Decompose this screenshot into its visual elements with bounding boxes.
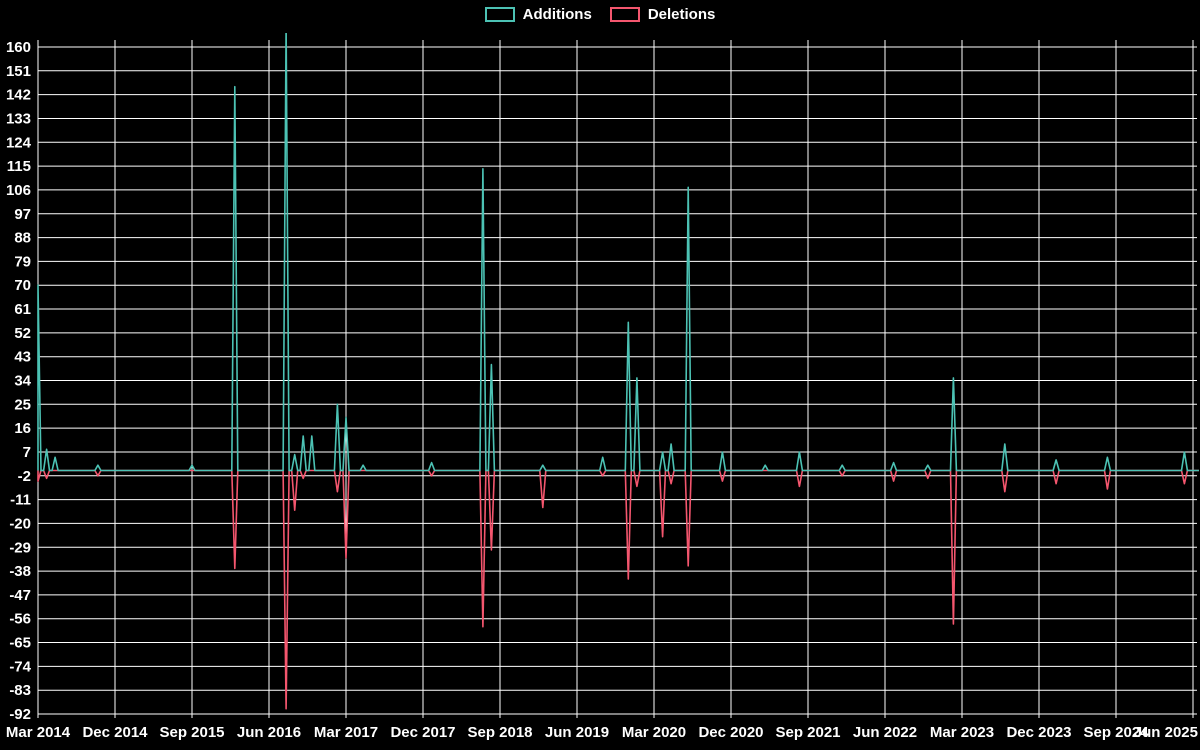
y-tick-label: -92 bbox=[9, 706, 31, 723]
y-tick-label: 61 bbox=[14, 301, 31, 318]
legend-item-deletions[interactable]: Deletions bbox=[609, 6, 716, 23]
y-tick-label: 34 bbox=[14, 373, 31, 390]
x-tick-label: Dec 2014 bbox=[82, 724, 148, 741]
x-tick-label: Dec 2017 bbox=[390, 724, 455, 741]
y-tick-label: -20 bbox=[9, 515, 31, 532]
x-tick-label: Mar 2017 bbox=[314, 724, 378, 741]
y-tick-label: -56 bbox=[9, 611, 31, 628]
y-tick-label: 124 bbox=[6, 134, 32, 151]
x-tick-label: Sep 2024 bbox=[1083, 724, 1149, 741]
y-tick-label: 88 bbox=[14, 230, 31, 247]
y-tick-label: -38 bbox=[9, 563, 31, 580]
y-tick-label: 106 bbox=[6, 182, 31, 199]
legend-label-additions: Additions bbox=[522, 6, 592, 23]
chart-legend: Additions Deletions bbox=[0, 6, 1200, 23]
y-tick-label: 151 bbox=[6, 63, 31, 80]
x-tick-label: Sep 2015 bbox=[159, 724, 224, 741]
y-tick-label: 7 bbox=[23, 444, 31, 461]
x-tick-label: Sep 2018 bbox=[467, 724, 532, 741]
x-tick-label: Mar 2014 bbox=[6, 724, 71, 741]
y-tick-label: 25 bbox=[14, 396, 31, 413]
y-tick-label: 43 bbox=[14, 349, 31, 366]
y-tick-label: 79 bbox=[14, 253, 31, 270]
y-tick-label: 70 bbox=[14, 277, 31, 294]
x-tick-label: Sep 2021 bbox=[775, 724, 840, 741]
x-tick-label: Mar 2020 bbox=[622, 724, 686, 741]
y-tick-label: 97 bbox=[14, 206, 31, 223]
x-tick-label: Jun 2016 bbox=[237, 724, 301, 741]
y-tick-label: -74 bbox=[9, 658, 31, 675]
additions-swatch-icon bbox=[484, 7, 515, 22]
y-tick-label: 16 bbox=[14, 420, 31, 437]
legend-label-deletions: Deletions bbox=[647, 6, 716, 23]
y-tick-label: 115 bbox=[7, 158, 31, 175]
y-tick-label: -83 bbox=[9, 682, 31, 699]
x-tick-label: Dec 2023 bbox=[1006, 724, 1071, 741]
legend-item-additions[interactable]: Additions bbox=[484, 6, 592, 23]
additions-line bbox=[37, 33, 1199, 472]
y-tick-label: -11 bbox=[10, 492, 31, 509]
y-tick-label: -65 bbox=[9, 635, 31, 652]
deletions-line bbox=[37, 469, 1199, 710]
y-tick-label: 52 bbox=[14, 325, 31, 342]
y-tick-label: 142 bbox=[6, 87, 31, 104]
y-tick-label: 160 bbox=[6, 39, 31, 56]
x-tick-label: Mar 2023 bbox=[930, 724, 994, 741]
deletions-swatch-icon bbox=[609, 7, 640, 22]
x-tick-label: Jun 2019 bbox=[545, 724, 609, 741]
x-tick-label: Dec 2020 bbox=[698, 724, 763, 741]
x-tick-label: Jun 2022 bbox=[853, 724, 917, 741]
y-tick-label: -2 bbox=[18, 468, 31, 485]
y-tick-label: 133 bbox=[6, 111, 31, 128]
y-tick-label: -47 bbox=[9, 587, 31, 604]
y-tick-label: -29 bbox=[9, 539, 31, 556]
x-tick-label: Jun 2025 bbox=[1134, 724, 1198, 741]
